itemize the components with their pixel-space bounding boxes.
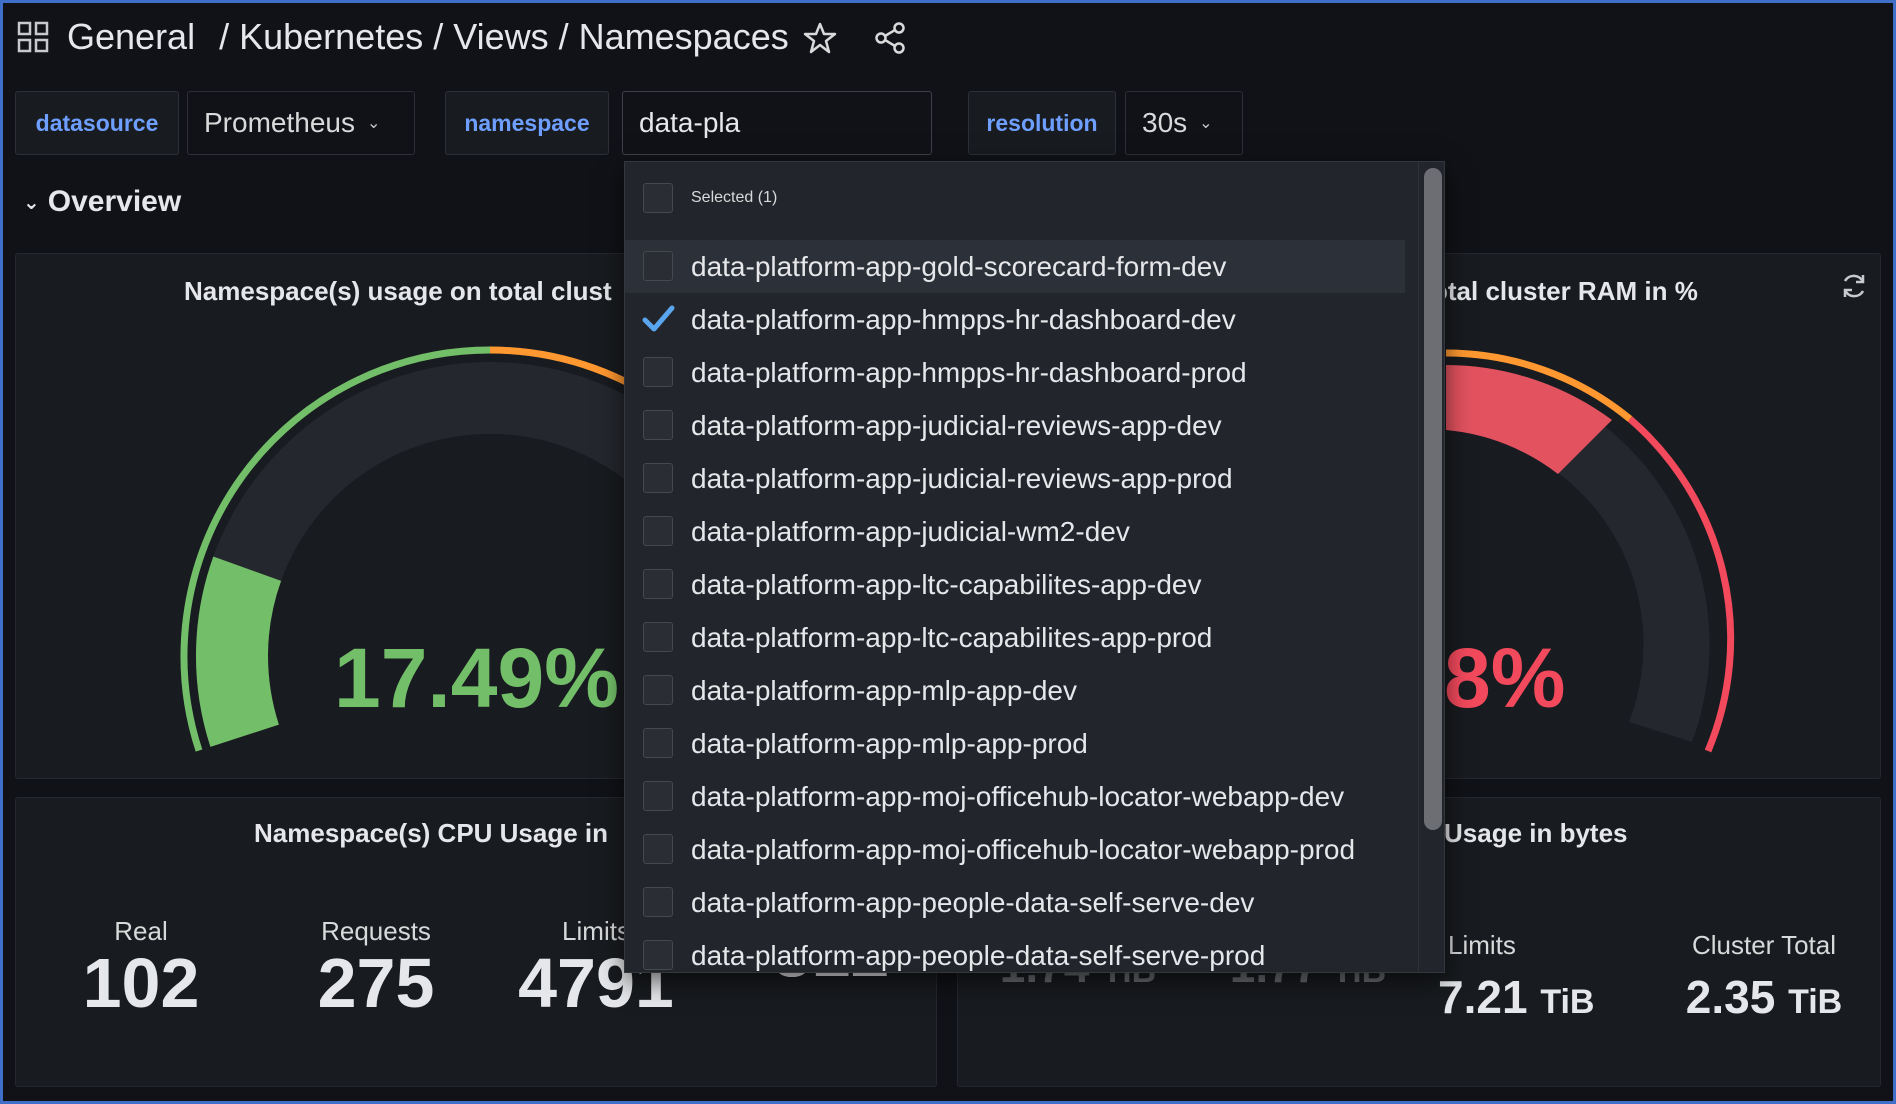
- option-checkbox[interactable]: [643, 569, 673, 599]
- resolution-value: 30s: [1142, 107, 1188, 138]
- refresh-icon[interactable]: [1838, 270, 1870, 302]
- option-checkbox[interactable]: [643, 675, 673, 705]
- option-label: data-platform-app-mlp-app-dev: [691, 674, 1077, 706]
- option-checkbox[interactable]: [643, 834, 673, 864]
- option-checkbox[interactable]: [643, 516, 673, 546]
- namespace-variable-label: namespace: [445, 91, 609, 155]
- checkmark-icon[interactable]: [639, 300, 677, 338]
- stat-label: Limits: [562, 916, 630, 946]
- panel-title: Namespace(s) CPU Usage in: [254, 818, 609, 848]
- option-label: data-platform-app-ltc-capabilites-app-de…: [691, 568, 1202, 600]
- option-label: data-platform-app-judicial-reviews-app-d…: [691, 409, 1222, 441]
- gauge-threshold-green: [180, 346, 491, 752]
- namespace-option[interactable]: data-platform-app-moj-officehub-locator-…: [625, 770, 1405, 823]
- selected-count: Selected (1): [691, 189, 778, 206]
- option-label: data-platform-app-ltc-capabilites-app-pr…: [691, 621, 1213, 653]
- stat-label: Requests: [321, 916, 431, 946]
- scrollbar-thumb[interactable]: [1424, 168, 1442, 830]
- namespace-option[interactable]: data-platform-app-hmpps-hr-dashboard-dev: [625, 293, 1405, 346]
- option-checkbox[interactable]: [643, 887, 673, 917]
- resolution-select[interactable]: 30s ⌄: [1125, 91, 1243, 155]
- gauge-threshold-orange: [1445, 349, 1633, 422]
- top-bar: General / Kubernetes / Views / Namespace…: [3, 3, 1893, 69]
- namespace-option[interactable]: data-platform-app-judicial-reviews-app-p…: [625, 452, 1405, 505]
- chevron-down-icon: ⌄: [366, 115, 381, 132]
- namespace-option[interactable]: data-platform-app-hmpps-hr-dashboard-pro…: [625, 346, 1405, 399]
- share-icon[interactable]: [873, 21, 907, 55]
- datasource-variable-label: datasource: [15, 91, 179, 155]
- option-label: data-platform-app-people-data-self-serve…: [691, 886, 1255, 918]
- namespace-option[interactable]: data-platform-app-gold-scorecard-form-de…: [625, 240, 1405, 293]
- gauge-threshold-red: [1627, 416, 1735, 753]
- namespace-option[interactable]: data-platform-app-mlp-app-dev: [625, 664, 1405, 717]
- namespace-option[interactable]: data-platform-app-judicial-reviews-app-d…: [625, 399, 1405, 452]
- selected-toggle[interactable]: Selected (1): [625, 162, 1405, 234]
- breadcrumb-folder[interactable]: General: [67, 16, 196, 57]
- option-label: data-platform-app-hmpps-hr-dashboard-pro…: [691, 356, 1247, 388]
- namespace-option[interactable]: data-platform-app-ltc-capabilites-app-de…: [625, 558, 1405, 611]
- panel-title: otal cluster RAM in %: [1432, 276, 1698, 306]
- select-all-checkbox[interactable]: [643, 183, 673, 213]
- stat-requests: Requests 275: [286, 916, 466, 1019]
- dashboard-frame: General / Kubernetes / Views / Namespace…: [3, 3, 1893, 1101]
- row-overview[interactable]: ⌄ Overview: [23, 185, 181, 219]
- stat-label: Real: [114, 916, 168, 946]
- stat-value: 102: [82, 944, 200, 1022]
- stat-mem-limits: Limits 7.21 TiB: [1438, 930, 1638, 1038]
- option-checkbox[interactable]: [643, 940, 673, 970]
- option-checkbox[interactable]: [643, 728, 673, 758]
- breadcrumb: General / Kubernetes / Views / Namespace…: [67, 13, 789, 61]
- namespace-option[interactable]: data-platform-app-moj-officehub-locator-…: [625, 823, 1405, 876]
- chevron-down-icon: ⌄: [23, 191, 40, 214]
- namespace-option[interactable]: data-platform-app-people-data-self-serve…: [625, 876, 1405, 929]
- scrollbar[interactable]: [1418, 162, 1444, 972]
- stat-value: 2.35 TiB: [1685, 971, 1843, 1023]
- breadcrumb-path[interactable]: / Kubernetes / Views / Namespaces: [219, 16, 789, 57]
- option-checkbox[interactable]: [643, 251, 673, 281]
- cpu-gauge-value: 17.49%: [334, 631, 619, 725]
- datasource-value: Prometheus: [204, 107, 355, 138]
- star-icon[interactable]: [803, 21, 837, 55]
- row-title: Overview: [47, 185, 182, 218]
- panel-title: Namespace(s) usage on total clust: [184, 276, 612, 306]
- option-label: data-platform-app-mlp-app-prod: [691, 727, 1088, 759]
- option-label: data-platform-app-gold-scorecard-form-de…: [691, 250, 1227, 282]
- stat-value: 7.21 TiB: [1438, 971, 1595, 1023]
- ram-gauge-value: 8%: [1444, 631, 1566, 725]
- option-label: data-platform-app-hmpps-hr-dashboard-dev: [691, 303, 1236, 335]
- gauge-track: [1446, 365, 1710, 742]
- option-checkbox[interactable]: [643, 463, 673, 493]
- option-checkbox[interactable]: [643, 622, 673, 652]
- option-label: data-platform-app-moj-officehub-locator-…: [691, 780, 1345, 812]
- stat-real: Real 102: [66, 916, 216, 1019]
- namespace-option[interactable]: data-platform-app-ltc-capabilites-app-pr…: [625, 611, 1405, 664]
- resolution-variable-label: resolution: [968, 91, 1116, 155]
- namespace-search-input[interactable]: data-pla: [622, 91, 932, 155]
- option-checkbox[interactable]: [643, 357, 673, 387]
- namespace-option[interactable]: data-platform-app-mlp-app-prod: [625, 717, 1405, 770]
- stat-mem-cluster-total: Cluster Total 2.35 TiB: [1664, 930, 1864, 1038]
- ram-gauge: [1445, 349, 1735, 753]
- datasource-select[interactable]: Prometheus ⌄: [187, 91, 415, 155]
- namespace-option[interactable]: data-platform-app-people-data-self-serve…: [625, 929, 1405, 972]
- chevron-down-icon: ⌄: [1199, 115, 1213, 132]
- namespace-option[interactable]: data-platform-app-judicial-wm2-dev: [625, 505, 1405, 558]
- stat-label: Cluster Total: [1691, 930, 1837, 960]
- gauge-fill: [195, 556, 282, 747]
- option-label: data-platform-app-people-data-self-serve…: [691, 939, 1266, 971]
- apps-grid-icon[interactable]: [17, 21, 49, 53]
- namespace-options-dropdown[interactable]: Selected (1) data-platform-app-gold-scor…: [624, 161, 1445, 973]
- option-checkbox[interactable]: [643, 410, 673, 440]
- stat-label: Limits: [1448, 930, 1516, 960]
- option-label: data-platform-app-moj-officehub-locator-…: [691, 833, 1356, 865]
- option-label: data-platform-app-judicial-reviews-app-p…: [691, 462, 1233, 494]
- panel-title: Usage in bytes: [1444, 818, 1628, 848]
- option-checkbox[interactable]: [643, 781, 673, 811]
- option-label: data-platform-app-judicial-wm2-dev: [691, 515, 1130, 547]
- gauge-fill: [1446, 365, 1612, 474]
- stat-value: 275: [317, 944, 435, 1022]
